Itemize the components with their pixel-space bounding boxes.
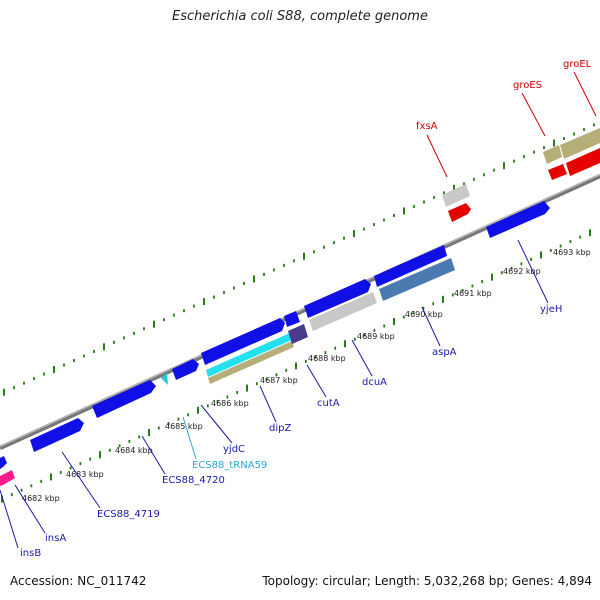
gene-name-labels: insB insA ECS88_4719 ECS88_4720 ECS88_tRNA59… (20, 59, 592, 559)
gene-label[interactable]: groES (513, 80, 542, 91)
genome-summary-text: Topology: circular; Length: 5,032,268 bp… (262, 574, 592, 588)
gene-label[interactable]: ECS88_4720 (162, 475, 225, 486)
genome-backbone-highlight (0, 173, 600, 448)
gene-label[interactable]: ECS88_4719 (97, 509, 160, 520)
callout-line (0, 489, 19, 549)
callout-line (61, 451, 101, 509)
gene-insA-feature[interactable] (0, 456, 7, 469)
gene-yjeH-feature[interactable] (486, 201, 550, 238)
genome-title: Escherichia coli S88, complete genome (172, 9, 428, 24)
gene-yjdC-feature[interactable] (172, 359, 199, 380)
callout-line (182, 416, 197, 460)
gene-label[interactable]: yjdC (223, 444, 245, 455)
gene-dcuA-gray-feature[interactable] (309, 292, 377, 331)
gene-ECS88-4720-feature[interactable] (92, 380, 156, 418)
gene-features (0, 128, 600, 486)
callout-line (426, 134, 448, 178)
kbp-label: 4693 kbp (553, 248, 591, 257)
kbp-label: 4692 kbp (503, 267, 541, 276)
gene-dipZ-olive-feature[interactable] (208, 341, 294, 384)
callout-line (141, 435, 166, 475)
callout-line (573, 71, 597, 117)
kbp-label: 4685 kbp (165, 422, 203, 431)
gene-groEL-red-feature[interactable] (566, 148, 600, 176)
callout-line (521, 92, 546, 137)
gene-label[interactable]: insB (20, 548, 41, 559)
gene-insB-feature[interactable] (0, 470, 15, 486)
gene-ECS88-4719-feature[interactable] (30, 418, 84, 452)
kbp-label: 4682 kbp (22, 494, 60, 503)
callout-line (517, 239, 549, 304)
gene-label[interactable]: ECS88_tRNA59 (192, 460, 267, 471)
gene-ECS88-tRNA59-feature[interactable] (161, 373, 168, 385)
gene-label[interactable]: cutA (317, 398, 340, 409)
gene-dipZ-upper-feature[interactable] (201, 318, 285, 365)
gene-groES-red-feature[interactable] (548, 164, 567, 180)
gene-label[interactable]: dipZ (269, 423, 291, 434)
callout-line (200, 404, 233, 444)
gene-groEL-olive-feature[interactable] (560, 128, 600, 159)
gene-label[interactable]: aspA (432, 347, 457, 358)
kbp-label: 4687 kbp (260, 376, 298, 385)
gene-label[interactable]: insA (45, 533, 66, 544)
callout-line (14, 484, 46, 534)
accession-text: Accession: NC_011742 (10, 574, 147, 588)
gene-fxsA-red-feature[interactable] (448, 203, 471, 222)
gene-cutA-purple-feature[interactable] (288, 324, 308, 344)
gene-label[interactable]: yjeH (540, 304, 562, 315)
outer-tick-row (3, 123, 595, 396)
gene-groES-olive-feature[interactable] (543, 145, 562, 164)
gene-label[interactable]: groEL (563, 59, 592, 70)
kbp-label: 4684 kbp (115, 446, 153, 455)
gene-aspA-steel-feature[interactable] (379, 258, 455, 301)
kbp-label: 4688 kbp (308, 354, 346, 363)
kbp-scale-labels: 4682 kbp 4683 kbp 4684 kbp 4685 kbp 4686 kbp… (22, 248, 591, 503)
callout-line (421, 306, 441, 347)
gene-dcuA-feature[interactable] (304, 279, 371, 318)
callout-line (259, 385, 277, 423)
kbp-label: 4686 kbp (211, 399, 249, 408)
inner-tick-row (1, 229, 591, 503)
callout-line (351, 339, 373, 377)
gene-dipZ-cyan-feature[interactable] (206, 333, 292, 377)
gene-label[interactable]: dcuA (362, 377, 387, 388)
kbp-label: 4691 kbp (454, 289, 492, 298)
kbp-label: 4689 kbp (357, 332, 395, 341)
gene-fxsA-gray-feature[interactable] (442, 184, 470, 207)
gene-label[interactable]: fxsA (416, 121, 438, 132)
kbp-label: 4690 kbp (405, 310, 443, 319)
gene-callout-lines (0, 71, 597, 549)
gene-cutA-upper-feature[interactable] (284, 311, 300, 327)
kbp-label: 4683 kbp (66, 470, 104, 479)
callout-line (306, 364, 327, 398)
gene-aspA-upper-feature[interactable] (374, 245, 447, 287)
